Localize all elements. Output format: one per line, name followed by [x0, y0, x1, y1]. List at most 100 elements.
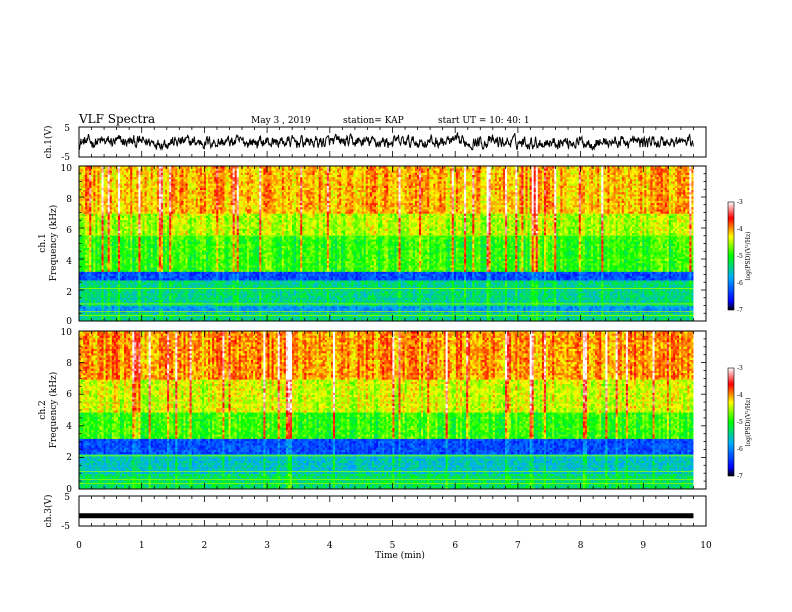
ch1-spectrogram-cell [233, 317, 235, 320]
ch1-spectrogram-cell [677, 306, 679, 309]
ch1-spectrogram-cell [669, 306, 671, 309]
ch1-spectrogram-cell [222, 317, 224, 320]
ch1-spectrogram-cell [155, 299, 157, 302]
ch1-spectrogram-cell [523, 317, 525, 320]
ch1-spectrogram-cell [663, 306, 665, 309]
ch1-spectrogram-cell [194, 317, 196, 320]
ch1-spectrogram-cell [177, 293, 179, 296]
ch1-spectrogram-cell [548, 312, 550, 315]
ch1-spectrogram-cell [269, 293, 271, 296]
ch1-spectrogram-cell [444, 299, 446, 302]
ch1-spectrogram-cell [259, 291, 261, 294]
ch1-spectrogram-cell [638, 297, 640, 300]
ch1-spectrogram-cell [503, 289, 505, 292]
ch1-spectrogram-cell [485, 293, 487, 296]
ch1-spectrogram-cell [272, 299, 274, 302]
ch1-spectrogram-cell [444, 306, 446, 309]
ch1-spectrogram-cell [671, 317, 673, 320]
ch1-spectrogram-cell [622, 299, 624, 302]
ch1-spectrogram-cell [186, 299, 188, 302]
ch1-spectrogram-cell [304, 289, 306, 292]
ch1-spectrogram-cell [511, 289, 513, 292]
ch1-spectrogram-cell [294, 317, 296, 320]
ch1-spectrogram-cell [689, 308, 691, 311]
ch1-spectrogram-cell [480, 299, 482, 302]
ch1-spectrogram-cell [325, 299, 327, 302]
ch1-spectrogram-cell [376, 308, 378, 311]
ch1-spectrogram-cell [245, 289, 247, 292]
ch1-spectrogram-cell [104, 293, 106, 296]
ch1-spectrogram-cell [171, 295, 173, 298]
ch1-spectrogram-cell [190, 295, 192, 298]
ch1-spectrogram-cell [409, 306, 411, 309]
ch1-spectrogram-cell [110, 295, 112, 298]
ch1-spectrogram-cell [634, 317, 636, 320]
ch1-spectrogram-cell [286, 306, 288, 309]
ch1-spectrogram-cell [372, 312, 374, 315]
ch1-spectrogram-cell [411, 308, 413, 311]
ch1-spectrogram-cell [399, 293, 401, 296]
ch1-spectrogram-cell [388, 312, 390, 315]
ch1-spectrogram-cell [677, 317, 679, 320]
ch1-spectrogram-cell [538, 299, 540, 302]
ch1-spectrogram-cell [130, 299, 132, 302]
ch1-spectrogram-cell [294, 293, 296, 296]
ch1-spectrogram-cell [231, 291, 233, 294]
ch1-spectrogram-cell [388, 295, 390, 298]
ch1-spectrogram-cell [507, 306, 509, 309]
ch1-spectrogram-cell [450, 295, 452, 298]
ch1-spectrogram-cell [497, 306, 499, 309]
ch1-spectrogram-cell [554, 312, 556, 315]
ch1-spectrogram-cell [343, 312, 345, 315]
ch1-spectrogram-cell [99, 317, 101, 320]
ch1-spectrogram-cell [601, 308, 603, 311]
ch1-spectrogram-cell [583, 297, 585, 300]
ch1-spectrogram-cell [360, 299, 362, 302]
ch1-spectrogram-cell [439, 289, 441, 292]
ch1-spectrogram-cell [261, 297, 263, 300]
ch1-spectrogram-cell [183, 291, 185, 294]
ch1-spectrogram-cell [292, 293, 294, 296]
ch1-spectrogram-cell [401, 295, 403, 298]
ch1-spectrogram-cell [308, 291, 310, 294]
ch1-spectrogram-cell [200, 284, 202, 287]
ch1-spectrogram-cell [532, 317, 534, 320]
ch1-spectrogram-cell [566, 293, 568, 296]
ch1-spectrogram-cell [155, 284, 157, 287]
ch1-spectrogram-cell [374, 291, 376, 294]
ch1-spectrogram-cell [634, 312, 636, 315]
ch1-spectrogram-cell [429, 297, 431, 300]
ch1-spectrogram-cell [478, 295, 480, 298]
ch1-spectrogram-cell [304, 293, 306, 296]
ch1-spectrogram-cell [489, 299, 491, 302]
ch1-spectrogram-cell [646, 308, 648, 311]
ch1-spectrogram-cell [306, 297, 308, 300]
ch1-spectrogram-cell [308, 295, 310, 298]
ch1-spectrogram-cell [513, 312, 515, 315]
ch1-spectrogram-cell [276, 297, 278, 300]
ch1-spectrogram-cell [356, 289, 358, 292]
ch1-spectrogram-cell [351, 308, 353, 311]
ch1-spectrogram-cell [188, 317, 190, 320]
ch1-spectrogram-cell [132, 312, 134, 315]
ch1-spectrogram-cell [569, 289, 571, 292]
ch1-spectrogram-cell [149, 291, 151, 294]
ch1-spectrogram-cell [179, 293, 181, 296]
ch1-spectrogram-cell [112, 312, 114, 315]
ch1-spectrogram-cell [366, 306, 368, 309]
ch1-spectrogram-cell [564, 289, 566, 292]
ch1-spectrogram-cell [274, 293, 276, 296]
ch1-spectrogram-cell [337, 291, 339, 294]
ch1-spectrogram-cell [423, 291, 425, 294]
ch1-spectrogram-cell [429, 291, 431, 294]
ch1-spectrogram-cell [534, 289, 536, 292]
ch1-spectrogram-cell [159, 299, 161, 302]
ch1-spectrogram-cell [356, 291, 358, 294]
ch1-spectrogram-cell [593, 291, 595, 294]
ch1-spectrogram-cell [419, 295, 421, 298]
ch1-spectrogram-cell [145, 297, 147, 300]
ch1-spectrogram-cell [661, 308, 663, 311]
ch1-spectrogram-cell [163, 289, 165, 292]
ch1-spectrogram-cell [349, 308, 351, 311]
ch1-spectrogram-cell [102, 317, 104, 320]
